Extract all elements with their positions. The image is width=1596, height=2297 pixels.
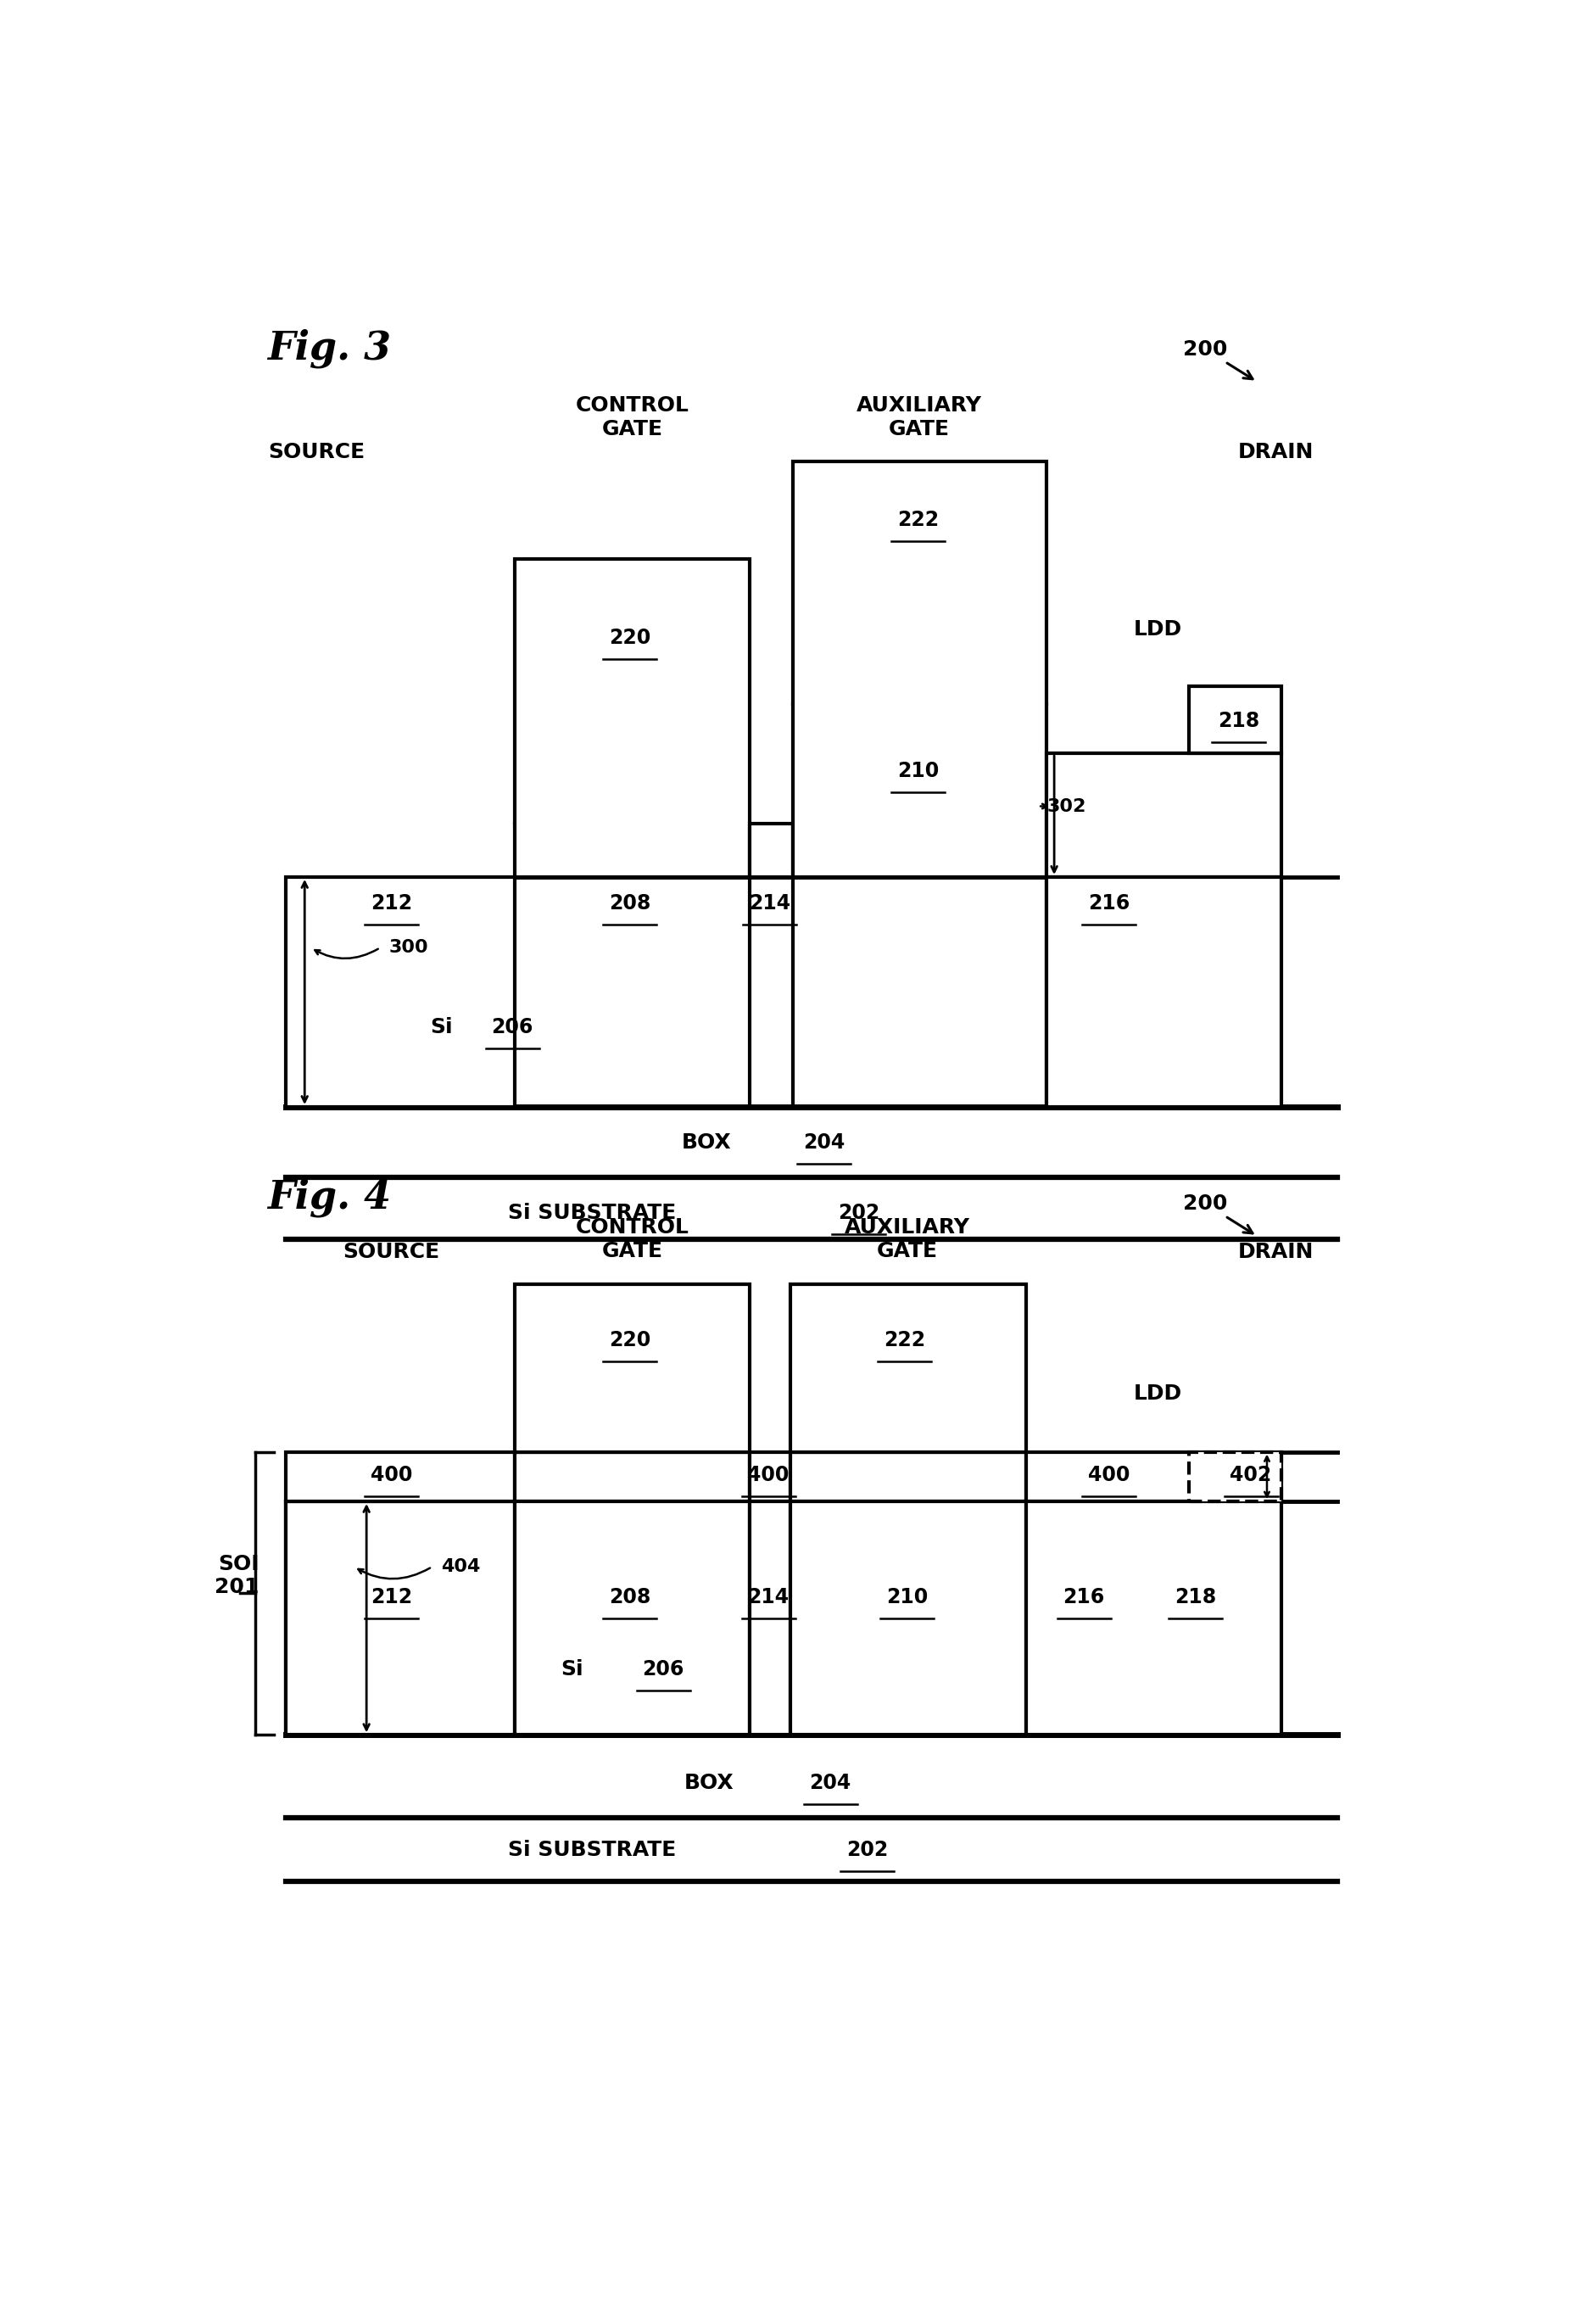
Bar xyxy=(793,462,1047,877)
Text: 200: 200 xyxy=(1183,340,1253,379)
Text: 210: 210 xyxy=(897,760,938,781)
Text: Si: Si xyxy=(431,1018,453,1038)
Text: 212: 212 xyxy=(370,1587,412,1608)
Text: 216: 216 xyxy=(1063,1587,1104,1608)
Text: SOI
201: SOI 201 xyxy=(214,1553,259,1599)
Text: LDD: LDD xyxy=(1133,1383,1183,1403)
Text: SOURCE: SOURCE xyxy=(343,1243,439,1261)
Text: 300: 300 xyxy=(389,939,428,956)
Bar xyxy=(790,1284,1026,1452)
Text: 216: 216 xyxy=(1088,894,1130,914)
Text: 214: 214 xyxy=(747,1587,790,1608)
Text: 208: 208 xyxy=(610,894,651,914)
Text: 220: 220 xyxy=(610,627,651,648)
Text: 400: 400 xyxy=(747,1465,790,1484)
Text: CONTROL
GATE: CONTROL GATE xyxy=(576,1217,689,1261)
Text: CONTROL
GATE: CONTROL GATE xyxy=(576,395,689,439)
Bar xyxy=(1047,877,1282,1107)
Text: BOX: BOX xyxy=(685,1773,734,1792)
Bar xyxy=(1026,1502,1282,1734)
Text: 404: 404 xyxy=(440,1557,480,1576)
Text: 222: 222 xyxy=(884,1330,926,1351)
Text: LDD: LDD xyxy=(1133,620,1183,639)
Text: 200: 200 xyxy=(1183,1194,1253,1233)
Text: BOX: BOX xyxy=(681,1132,731,1153)
Bar xyxy=(286,1502,516,1734)
Text: DRAIN: DRAIN xyxy=(1238,443,1314,462)
Text: DRAIN: DRAIN xyxy=(1238,1243,1314,1261)
Text: AUXILIARY
GATE: AUXILIARY GATE xyxy=(844,1217,970,1261)
Text: 402: 402 xyxy=(1231,1465,1272,1484)
Text: Si SUBSTRATE: Si SUBSTRATE xyxy=(508,1204,675,1224)
Bar xyxy=(516,1452,750,1502)
Text: Si: Si xyxy=(560,1658,583,1679)
Text: AUXILIARY
GATE: AUXILIARY GATE xyxy=(857,395,982,439)
Text: 202: 202 xyxy=(838,1204,879,1224)
Bar xyxy=(1189,687,1282,753)
Text: 222: 222 xyxy=(897,510,938,531)
Text: 206: 206 xyxy=(643,1658,685,1679)
Bar xyxy=(1189,1452,1282,1502)
Text: 204: 204 xyxy=(803,1132,844,1153)
Bar xyxy=(286,877,516,1107)
Bar xyxy=(750,1452,790,1502)
Text: 220: 220 xyxy=(610,1330,651,1351)
Bar xyxy=(790,1502,1026,1734)
Bar xyxy=(516,1284,750,1452)
Bar xyxy=(516,558,750,877)
Bar xyxy=(1047,753,1282,877)
Text: 212: 212 xyxy=(370,894,412,914)
Text: Fig. 4: Fig. 4 xyxy=(268,1178,391,1217)
Text: Fig. 3: Fig. 3 xyxy=(268,328,391,368)
Text: 218: 218 xyxy=(1218,712,1259,730)
Text: 204: 204 xyxy=(809,1773,851,1792)
Text: 218: 218 xyxy=(1175,1587,1216,1608)
Text: 206: 206 xyxy=(492,1018,533,1038)
Text: 210: 210 xyxy=(886,1587,927,1608)
Bar xyxy=(790,1452,1026,1502)
Text: 208: 208 xyxy=(610,1587,651,1608)
Text: 400: 400 xyxy=(370,1465,412,1484)
Text: SOURCE: SOURCE xyxy=(268,443,365,462)
Bar xyxy=(516,1502,750,1734)
Text: 302: 302 xyxy=(1047,797,1087,815)
Bar xyxy=(286,1452,516,1502)
Text: 400: 400 xyxy=(1088,1465,1130,1484)
Bar xyxy=(1026,1452,1282,1502)
Text: 214: 214 xyxy=(749,894,790,914)
Text: 202: 202 xyxy=(846,1840,889,1861)
Bar xyxy=(750,825,793,877)
Text: Si SUBSTRATE: Si SUBSTRATE xyxy=(508,1840,675,1861)
Bar xyxy=(286,1502,516,1734)
Bar xyxy=(750,1502,790,1734)
